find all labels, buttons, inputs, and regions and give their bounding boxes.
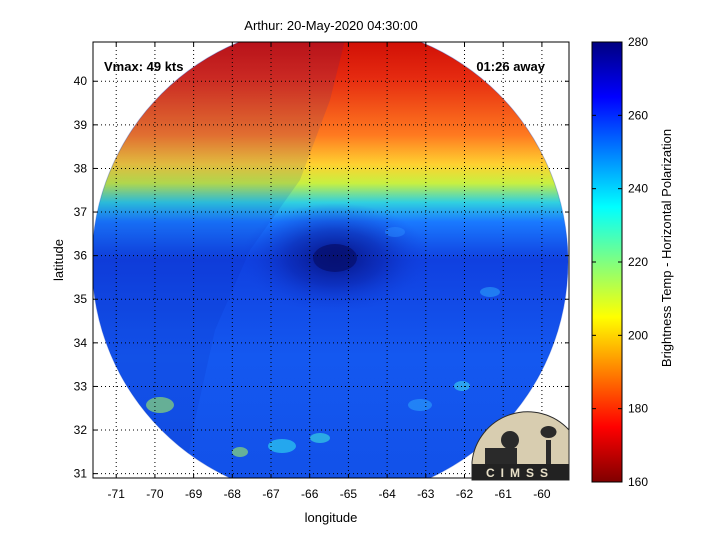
colorbar-ticks: 160 180 200 220 240 260 280: [592, 35, 648, 489]
y-ticks: 31 32 33 34 35 36 37 38 39 40: [74, 74, 569, 481]
y-tick-label: 32: [74, 423, 88, 437]
cloud-cell: [480, 287, 500, 297]
logo-building: [485, 448, 517, 464]
y-tick-label: 36: [74, 249, 88, 263]
swath-edge-overlay: [93, 42, 350, 478]
logo-text: CIMSS: [486, 466, 554, 480]
y-tick-label: 35: [74, 292, 88, 306]
colorbar-tick-label: 220: [628, 255, 648, 269]
y-axis-label: latitude: [51, 239, 66, 281]
scan-disc: [93, 42, 569, 478]
y-tick-label: 38: [74, 161, 88, 175]
x-tick-label: -64: [378, 487, 396, 501]
y-tick-label: 31: [74, 467, 88, 481]
y-tick-label: 37: [74, 205, 88, 219]
y-tick-label: 40: [74, 74, 88, 88]
logo-tank: [540, 426, 557, 438]
y-tick-label: 34: [74, 336, 88, 350]
x-ticks: -71 -70 -69 -68 -67 -66 -65 -64 -63 -62 -61 -60: [108, 42, 551, 501]
cloud-cell: [146, 397, 174, 413]
cloud-cell: [232, 447, 248, 457]
colorbar-tick-label: 200: [628, 328, 648, 342]
x-tick-label: -62: [456, 487, 474, 501]
colorbar-tick-label: 240: [628, 182, 648, 196]
cloud-cell: [268, 439, 296, 453]
x-tick-label: -67: [262, 487, 280, 501]
axes-box: [92, 41, 570, 479]
logo-dish: [501, 431, 519, 449]
y-tick-label: 39: [74, 118, 88, 132]
colorbar-tick-label: 180: [628, 402, 648, 416]
x-tick-label: -70: [146, 487, 164, 501]
colorbar-label: Brightness Temp - Horizontal Polarizatio…: [659, 129, 674, 367]
time-away-label: 01:26 away: [476, 59, 545, 74]
logo-tower: [546, 440, 551, 466]
cloud-cell: [385, 227, 405, 237]
y-tick-label: 33: [74, 379, 88, 393]
chart-title: Arthur: 20-May-2020 04:30:00: [244, 18, 417, 33]
x-tick-label: -66: [301, 487, 319, 501]
x-tick-label: -69: [185, 487, 203, 501]
cimss-logo: CIMSS: [471, 411, 570, 481]
x-tick-label: -68: [224, 487, 242, 501]
colorbar-tick-label: 260: [628, 108, 648, 122]
x-axis-label: longitude: [305, 510, 358, 525]
storm-eye: [313, 244, 357, 272]
vmax-label: Vmax: 49 kts: [104, 59, 184, 74]
colorbar-tick-label: 280: [628, 35, 648, 49]
x-tick-label: -65: [340, 487, 358, 501]
x-tick-label: -71: [108, 487, 126, 501]
logo-banner: [472, 464, 569, 480]
scan-disc-outline: [93, 42, 569, 478]
colorbar-tick-label: 160: [628, 475, 648, 489]
x-tick-label: -63: [417, 487, 435, 501]
cloud-cell: [408, 399, 432, 411]
cloud-cell: [310, 433, 330, 443]
x-tick-label: -61: [495, 487, 513, 501]
x-tick-label: -60: [533, 487, 551, 501]
colorbar: [591, 41, 623, 483]
